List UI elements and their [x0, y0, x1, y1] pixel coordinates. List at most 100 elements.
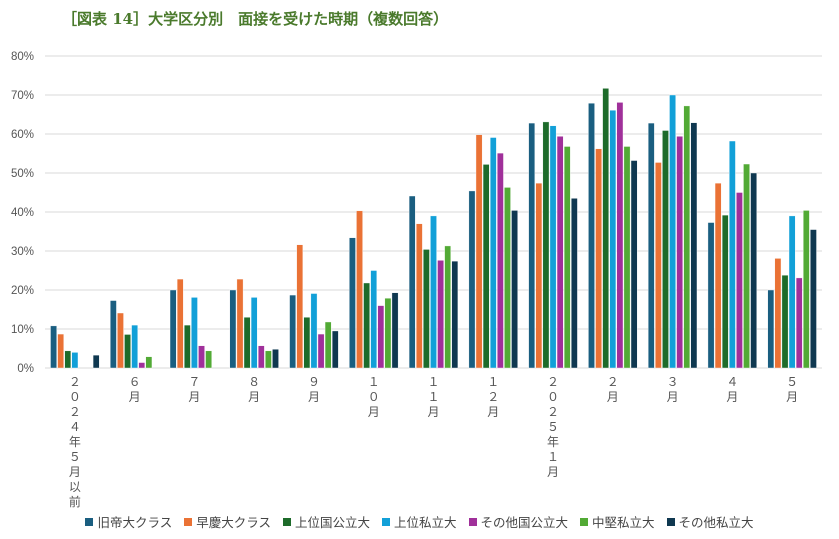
bar: [229, 289, 237, 369]
legend-swatch: [666, 517, 675, 526]
bar: [803, 210, 810, 369]
legend-item: その他国公立大: [468, 512, 569, 531]
y-tick-label: 70%: [11, 90, 34, 102]
bar: [595, 148, 602, 369]
x-tick-label: １１月: [427, 375, 439, 419]
x-tick-label: ４月: [726, 375, 738, 404]
y-tick-label: 60%: [11, 129, 34, 141]
bar: [489, 137, 497, 369]
bar: [124, 334, 131, 369]
bar: [176, 278, 184, 369]
bar: [131, 324, 138, 369]
bar: [468, 190, 476, 369]
bar: [145, 356, 153, 369]
bar: [475, 134, 483, 369]
bar: [528, 122, 536, 369]
bar: [721, 214, 729, 369]
legend-label: その他私立大: [678, 515, 754, 530]
bar: [296, 244, 304, 369]
y-tick-label: 10%: [11, 324, 34, 336]
bar: [257, 345, 265, 369]
bar: [205, 350, 212, 369]
bar: [707, 222, 715, 369]
bar: [391, 292, 399, 369]
bar: [795, 277, 803, 369]
bar: [714, 182, 722, 369]
bar: [623, 146, 631, 369]
legend-label: 上位国公立大: [294, 515, 370, 530]
legend-swatch: [580, 517, 589, 526]
bar: [767, 289, 775, 369]
x-tick-label: ６月: [129, 375, 141, 404]
bar: [356, 210, 363, 369]
bar: [451, 260, 459, 369]
bar: [774, 258, 782, 369]
bar: [169, 289, 177, 369]
legend-item: 旧帝大クラス: [85, 512, 172, 531]
bar: [331, 330, 339, 369]
bar: [549, 125, 557, 369]
bar: [265, 350, 272, 369]
bar: [647, 122, 655, 369]
bar: [303, 317, 311, 369]
bar: [750, 172, 757, 369]
x-tick-label: ５月: [786, 375, 798, 404]
legend-label: 上位私立大: [393, 515, 457, 530]
y-tick-label: 20%: [11, 285, 34, 297]
x-tick-label: ２月: [607, 375, 619, 404]
legend-item: 上位国公立大: [282, 512, 370, 531]
bar: [669, 94, 676, 369]
chart-title: ［図表 14］大学区分別 面接を受けた時期（複数回答）: [62, 10, 449, 28]
bar: [310, 293, 318, 369]
legend-label: 中堅私立大: [592, 515, 655, 530]
bar: [588, 102, 595, 369]
bar: [630, 160, 638, 369]
legend: 旧帝大クラス 早慶大クラス 上位国公立大 上位私立大 その他国公立大 中堅私立大 その他私立…: [0, 512, 839, 531]
y-tick-label: 80%: [11, 51, 34, 63]
bar: [363, 282, 370, 369]
bar: [289, 294, 296, 369]
bar: [542, 121, 550, 369]
x-tick-label: ９月: [308, 375, 320, 404]
x-tick-label: １０月: [368, 375, 380, 419]
bar: [437, 260, 444, 369]
bar: [250, 297, 258, 369]
bar: [324, 321, 332, 369]
bar: [64, 350, 72, 369]
bar: [430, 215, 437, 369]
legend-swatch: [381, 517, 390, 526]
bar: [482, 164, 490, 369]
bar: [571, 198, 578, 369]
bar: [370, 270, 378, 369]
bar: [198, 345, 205, 369]
bar: [191, 297, 198, 369]
legend-label: 早慶大クラス: [196, 515, 271, 530]
bar: [662, 130, 669, 369]
bar: [788, 215, 796, 369]
y-tick-label: 30%: [11, 246, 34, 258]
x-tick-label: １２月: [487, 375, 499, 419]
bar: [349, 237, 356, 369]
bar: [444, 245, 452, 369]
bar: [683, 105, 691, 369]
bar: [71, 352, 79, 369]
legend-label: 旧帝大クラス: [97, 515, 173, 530]
legend-item: 早慶大クラス: [184, 512, 271, 531]
bar: [535, 182, 543, 369]
x-tick-label: ２０２４年５月以前: [69, 375, 81, 509]
bar: [690, 122, 698, 369]
legend-label: その他国公立大: [480, 515, 569, 530]
bar: [423, 249, 430, 369]
bar: [272, 349, 279, 369]
bar: [416, 223, 423, 369]
legend-swatch: [282, 517, 291, 526]
legend-item: その他私立大: [666, 512, 754, 531]
bar: [408, 195, 416, 369]
bar: [384, 297, 392, 369]
bar: [57, 333, 64, 369]
bar: [616, 102, 624, 369]
bar: [92, 354, 100, 369]
bar: [138, 362, 146, 369]
bar: [781, 274, 789, 369]
